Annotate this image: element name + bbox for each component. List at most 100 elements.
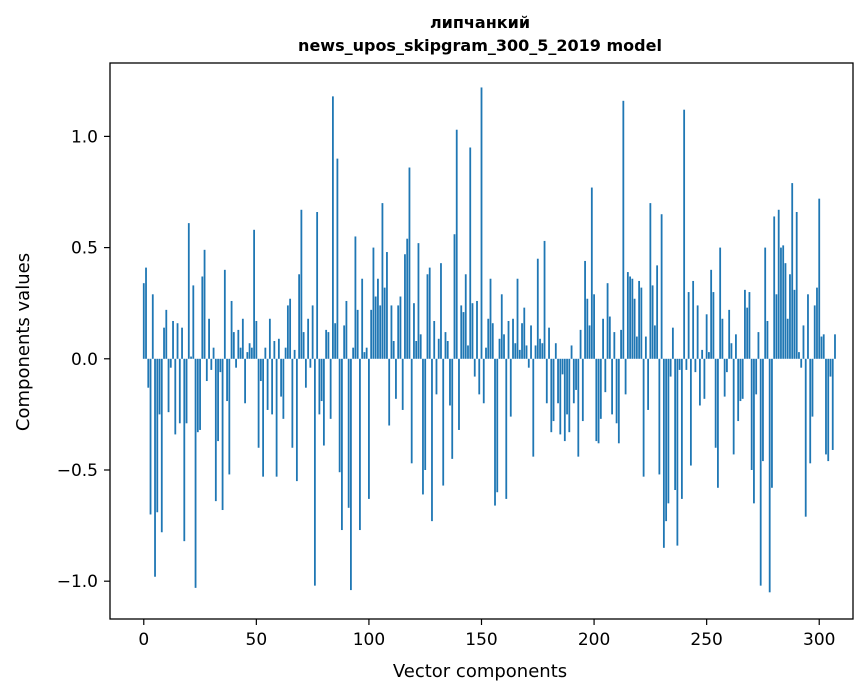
bar-233 <box>667 358 670 504</box>
bar-39 <box>230 300 233 359</box>
bar-226 <box>651 285 654 359</box>
bar-80 <box>322 358 325 446</box>
x-tick-label: 100 <box>353 630 385 650</box>
bar-32 <box>214 358 217 502</box>
bar-24 <box>196 358 199 433</box>
bar-30 <box>210 358 213 370</box>
bar-267 <box>744 289 746 359</box>
bar-159 <box>500 294 503 359</box>
bar-206 <box>606 283 609 359</box>
bar-195 <box>581 358 584 422</box>
bar-123 <box>419 334 422 359</box>
bar-29 <box>208 318 210 359</box>
bar-254 <box>714 358 717 448</box>
bar-190 <box>570 345 573 359</box>
bar-176 <box>539 338 541 359</box>
bar-124 <box>422 358 424 495</box>
bar-208 <box>611 358 613 415</box>
bar-211 <box>617 358 620 444</box>
bar-144 <box>467 345 469 359</box>
bar-102 <box>372 247 375 359</box>
bar-306 <box>831 358 834 450</box>
bar-179 <box>545 358 548 404</box>
bar-138 <box>453 234 456 359</box>
bar-213 <box>622 100 625 359</box>
bar-100 <box>368 358 370 499</box>
bar-302 <box>822 334 825 359</box>
bar-281 <box>775 294 778 359</box>
bar-217 <box>631 278 634 359</box>
bar-222 <box>642 358 645 477</box>
bar-164 <box>512 318 514 359</box>
bar-265 <box>739 358 742 402</box>
bar-103 <box>374 296 377 359</box>
bar-127 <box>428 267 431 359</box>
bar-60 <box>277 338 280 359</box>
bar-36 <box>223 269 226 359</box>
bar-240 <box>683 109 686 359</box>
bar-54 <box>264 347 267 359</box>
bar-202 <box>597 358 600 444</box>
bar-82 <box>327 332 330 359</box>
bar-171 <box>527 358 530 368</box>
bar-139 <box>455 129 458 359</box>
bar-146 <box>471 303 474 359</box>
bar-155 <box>491 323 494 359</box>
bar-196 <box>584 260 586 359</box>
bar-27 <box>203 249 206 359</box>
bar-158 <box>498 338 501 359</box>
bar-90 <box>345 300 348 359</box>
bar-194 <box>579 329 582 359</box>
bar-184 <box>557 358 559 404</box>
bar-157 <box>496 358 499 493</box>
bar-141 <box>460 305 463 359</box>
bar-143 <box>464 274 467 359</box>
bars-group <box>142 87 836 593</box>
bar-168 <box>521 323 523 359</box>
bar-292 <box>800 358 803 368</box>
bar-170 <box>525 345 528 359</box>
bar-282 <box>777 209 780 359</box>
bar-61 <box>280 358 283 397</box>
bar-248 <box>701 349 704 359</box>
bar-154 <box>489 278 492 359</box>
bar-259 <box>726 358 728 373</box>
y-tick-label: 0.0 <box>71 350 98 370</box>
bar-95 <box>356 309 359 359</box>
bar-264 <box>737 358 740 422</box>
bar-180 <box>548 327 550 359</box>
bar-137 <box>451 358 454 459</box>
bar-58 <box>273 341 276 359</box>
bar-94 <box>354 236 357 359</box>
bar-117 <box>406 238 409 359</box>
bar-214 <box>624 358 627 395</box>
bar-9 <box>163 327 165 359</box>
y-tick-label: −0.5 <box>57 461 98 481</box>
bar-200 <box>593 294 595 359</box>
bar-119 <box>410 358 413 464</box>
bar-256 <box>719 247 722 359</box>
bar-225 <box>649 203 652 359</box>
bar-28 <box>205 358 208 382</box>
bar-235 <box>671 327 674 359</box>
plot-area-frame <box>109 62 854 620</box>
bar-152 <box>485 347 487 359</box>
bar-64 <box>286 305 289 359</box>
bar-276 <box>764 247 767 359</box>
bar-203 <box>599 358 602 419</box>
bar-266 <box>741 358 744 399</box>
bar-91 <box>347 358 350 508</box>
bar-205 <box>604 358 607 393</box>
bar-187 <box>563 358 566 442</box>
bar-174 <box>534 345 537 359</box>
bar-188 <box>566 358 568 415</box>
bar-25 <box>199 358 201 430</box>
bar-23 <box>194 358 197 588</box>
bar-252 <box>710 269 713 359</box>
bar-72 <box>304 358 307 388</box>
bar-201 <box>595 358 598 442</box>
bar-126 <box>426 274 429 359</box>
bar-76 <box>313 358 316 586</box>
bar-296 <box>809 358 812 464</box>
bar-147 <box>473 358 476 377</box>
